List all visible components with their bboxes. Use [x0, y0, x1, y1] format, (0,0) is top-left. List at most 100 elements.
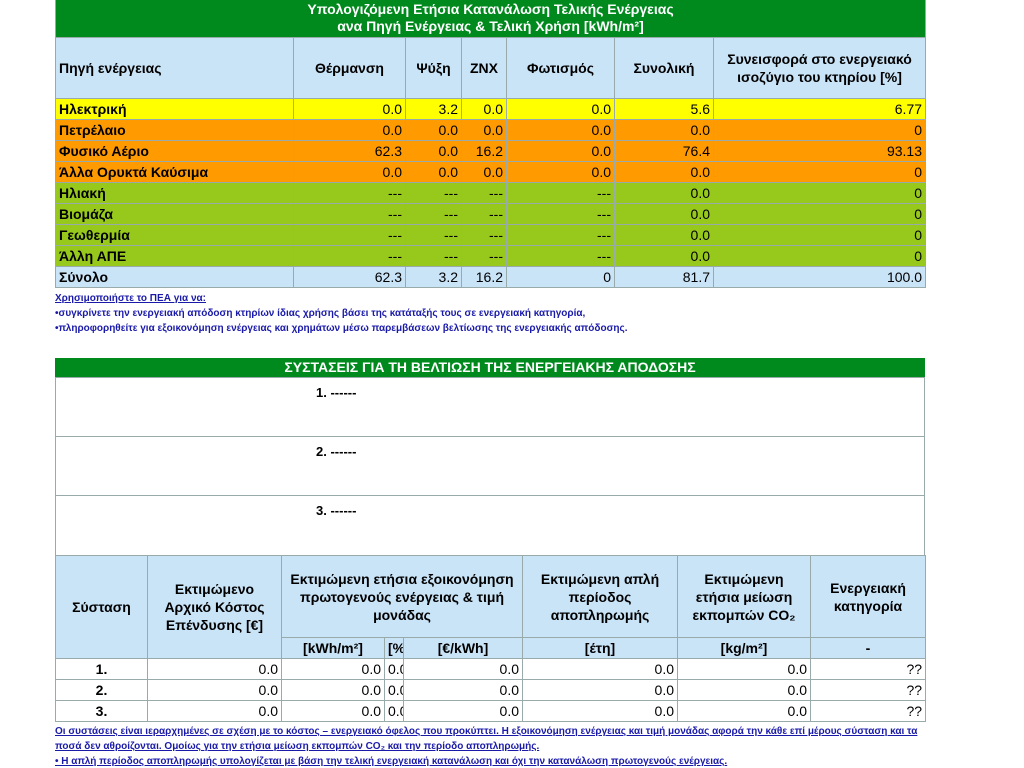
data-row: 2.0.00.00.00.00.00.0??: [55, 679, 927, 701]
footnote: • Η απλή περίοδος αποπληρωμής υπολογίζετ…: [55, 756, 728, 767]
cell: 62.3: [293, 266, 406, 288]
row-label: Βιομάζα: [55, 203, 294, 225]
cell: 93.13: [712, 140, 927, 162]
cell: ??: [810, 679, 927, 701]
footnotes: Οι συστάσεις είναι ιεραρχημένες σε σχέση…: [55, 724, 925, 768]
cell: 0.0: [677, 700, 812, 722]
rec-section: Σύσταση Εκτιμώμενο Αρχικό Κόστος Επένδυση…: [55, 555, 927, 722]
unit: [kWh/m²]: [281, 637, 385, 659]
cell: ---: [293, 224, 406, 246]
table-title: Υπολογιζόμενη Ετήσια Κατανάλωση Τελικής …: [54, 0, 927, 38]
cell: ---: [461, 203, 507, 225]
cell: 16.2: [461, 266, 507, 288]
recommendation-item: 2. ------: [316, 444, 357, 459]
cell: 16.2: [461, 140, 507, 162]
cell: 3.2: [405, 266, 462, 288]
unit: [€/kWh]: [402, 637, 524, 659]
header-row: Σύσταση Εκτιμώμενο Αρχικό Κόστος Επένδυση…: [55, 555, 927, 659]
cell: 0: [712, 203, 927, 225]
cell: 0: [712, 161, 927, 183]
cell: ---: [506, 224, 615, 246]
cell: ---: [461, 224, 507, 246]
cell: 0.0: [506, 98, 615, 120]
cell: 0.0: [461, 161, 507, 183]
cell: 0: [712, 245, 927, 267]
cell: ---: [405, 245, 462, 267]
cell: 0.0: [147, 679, 282, 701]
cell: 0.0: [522, 700, 679, 722]
cell: 0.0: [402, 658, 524, 680]
unit-row: [kWh/m²][%][€/kWh][έτη][kg/m²]-: [56, 637, 927, 659]
column-header: Συνεισφορά στο ενεργειακό ισοζύγιο του κ…: [712, 37, 927, 99]
data-row: Ηλεκτρική 0.0 3.2 0.0 0.0 5.6 6.77: [55, 98, 927, 120]
cell: 0.0: [405, 140, 462, 162]
cell: ??: [810, 658, 927, 680]
cell: 100.0: [712, 266, 927, 288]
cell: 0.0: [147, 658, 282, 680]
column-header: Ψύξη: [405, 37, 462, 99]
column-header: Θέρμανση: [293, 37, 406, 99]
column-header: Εκτιμώμενη απλή περίοδος αποπληρωμής: [522, 555, 679, 638]
data-row: 3.0.00.00.00.00.00.0??: [55, 700, 927, 722]
cell: 6.77: [712, 98, 927, 120]
cell: 62.3: [293, 140, 406, 162]
cell: 0.0: [281, 679, 385, 701]
cell: 0.0: [384, 700, 404, 722]
cell: 0.0: [461, 119, 507, 141]
cell: 0.0: [405, 161, 462, 183]
data-row: Γεωθερμία --- --- --- --- 0.0 0: [55, 224, 927, 246]
unit: [%]: [384, 637, 404, 659]
data-row: Άλλα Ορυκτά Καύσιμα 0.0 0.0 0.0 0.0 0.0 0: [55, 161, 927, 183]
cell: 0.0: [677, 658, 812, 680]
cell: ---: [506, 182, 615, 204]
cell: 0.0: [147, 700, 282, 722]
column-header: Εκτιμώμενη ετήσια μείωση εκπομπών CO₂: [677, 555, 812, 638]
row-label: Ηλεκτρική: [55, 98, 294, 120]
cell: 81.7: [614, 266, 714, 288]
row-label: Πετρέλαιο: [55, 119, 294, 141]
cell: 0.0: [405, 119, 462, 141]
column-header: Εκτιμώμενο Αρχικό Κόστος Επένδυσης [€]: [147, 555, 282, 659]
data-row: 1.0.00.00.00.00.00.0??: [55, 658, 927, 680]
cell: 0.0: [461, 98, 507, 120]
recommendation-item: 1. ------: [316, 385, 357, 400]
data-row: Σύνολο 62.3 3.2 16.2 0 81.7 100.0: [55, 266, 927, 288]
notes: Χρησιμοποιήστε το ΠΕΑ για να: •συγκρίνετ…: [55, 291, 925, 336]
cell: 0.0: [677, 679, 812, 701]
cell: 0.0: [614, 224, 714, 246]
title-line: ανα Πηγή Ενέργειας & Τελική Χρήση [kWh/m…: [337, 18, 644, 34]
data-row: Πετρέλαιο 0.0 0.0 0.0 0.0 0.0 0: [55, 119, 927, 141]
cell: 0.0: [402, 679, 524, 701]
cell: 0.0: [402, 700, 524, 722]
recommendation-item: 3. ------: [316, 503, 357, 518]
row-label: Άλλη ΑΠΕ: [55, 245, 294, 267]
row-label: 1.: [55, 658, 148, 680]
cell: 76.4: [614, 140, 714, 162]
column-header: Πηγή ενέργειας: [55, 37, 294, 99]
cell: ??: [810, 700, 927, 722]
energy-section: Υπολογιζόμενη Ετήσια Κατανάλωση Τελικής …: [54, 0, 927, 288]
unit: [kg/m²]: [677, 637, 812, 659]
column-header: Εκτιμώμενη ετήσια εξοικονόμηση πρωτογενο…: [280, 555, 524, 638]
energy-table: Υπολογιζόμενη Ετήσια Κατανάλωση Τελικής …: [54, 0, 927, 288]
cell: 0.0: [384, 658, 404, 680]
cell: 0.0: [506, 119, 615, 141]
cell: 0.0: [614, 182, 714, 204]
cell: ---: [506, 245, 615, 267]
note-item: •συγκρίνετε την ενεργειακή απόδοση κτηρί…: [55, 308, 586, 319]
column-header: Φωτισμός: [506, 37, 615, 99]
cell: 0: [712, 119, 927, 141]
footnote: Οι συστάσεις είναι ιεραρχημένες σε σχέση…: [55, 726, 918, 752]
data-row: Φυσικό Αέριο 62.3 0.0 16.2 0.0 76.4 93.13: [55, 140, 927, 162]
recommendation-box: 2. ------: [55, 436, 925, 496]
cell: 0.0: [506, 140, 615, 162]
row-label: Φυσικό Αέριο: [55, 140, 294, 162]
cell: 0.0: [614, 161, 714, 183]
column-header: Σύσταση: [55, 555, 148, 659]
cell: 0.0: [293, 119, 406, 141]
cell: 0.0: [614, 245, 714, 267]
cell: 0.0: [506, 161, 615, 183]
cell: ---: [405, 224, 462, 246]
cell: 0.0: [384, 679, 404, 701]
